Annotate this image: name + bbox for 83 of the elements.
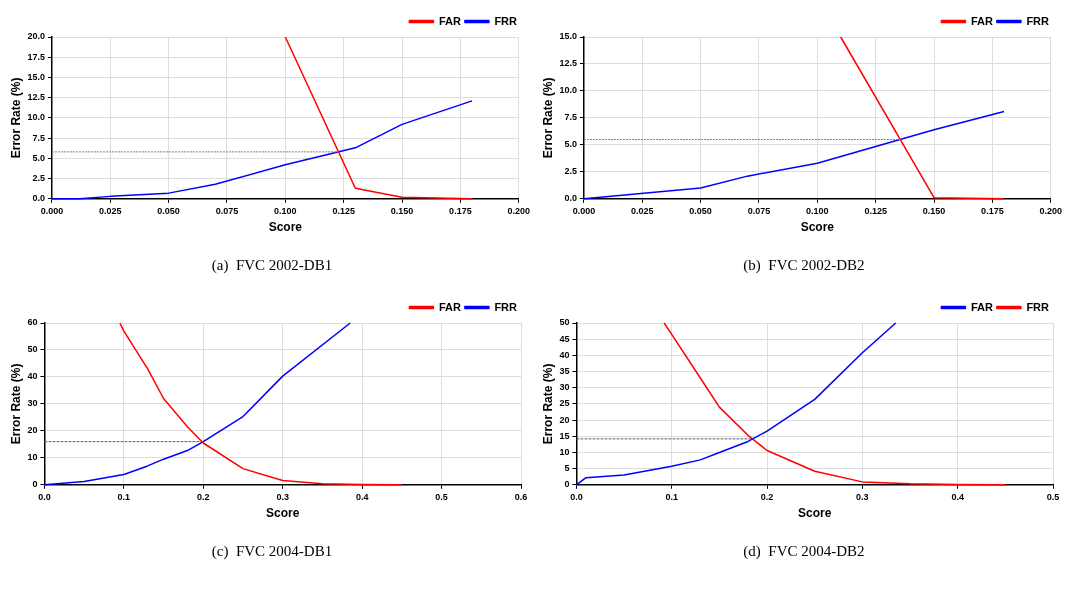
legend-label: FAR [970,14,993,27]
x-tick-label: 0.1 [665,491,678,502]
x-tick-label: 0.075 [215,205,239,216]
x-tick-label: 0.5 [1046,491,1060,502]
y-tick-label: 20 [559,414,570,425]
x-tick-label: 0.000 [572,205,596,216]
y-tick-label: 10 [27,452,38,463]
x-tick-label: 0.050 [157,205,180,216]
x-tick-label: 0.175 [981,205,1004,216]
y-tick-label: 30 [27,398,38,409]
y-tick-label: 15.0 [559,31,577,42]
x-tick-label: 0.6 [514,491,528,502]
y-tick-label: 7.5 [32,132,45,143]
y-tick-label: 35 [559,366,570,377]
y-axis-title: Error Rate (%) [540,77,555,159]
y-tick-label: 10 [559,446,570,457]
x-tick-label: 0.125 [864,205,887,216]
y-tick-label: 0.0 [32,193,45,204]
y-tick-label: 50 [27,344,38,355]
y-axis-title: Error Rate (%) [8,77,23,159]
x-axis-title: Score [266,506,300,521]
legend-label: FAR [438,300,461,313]
x-tick-label: 0.200 [507,205,530,216]
y-tick-label: 12.5 [559,58,577,69]
text: (b) FVC 2002-DB2 [742,256,866,274]
legend-label: FRR [1026,14,1050,27]
x-tick-label: 0.150 [390,205,414,216]
x-tick-label: 0.5 [435,491,448,502]
y-tick-label: 5.0 [564,139,577,150]
y-tick-label: 15.0 [27,71,45,82]
y-tick-label: 20.0 [27,31,45,42]
y-tick-label: 2.5 [32,173,45,184]
text: (a) FVC 2002-DB1 [210,256,334,274]
y-tick-label: 2.5 [564,166,577,177]
y-tick-label: 25 [559,398,570,409]
y-axis-title: Error Rate (%) [540,363,555,445]
text: (d) FVC 2004-DB2 [742,542,866,560]
x-tick-label: 0.000 [40,205,64,216]
x-tick-label: 0.175 [449,205,472,216]
y-tick-label: 40 [559,349,570,360]
x-tick-label: 0.100 [806,205,829,216]
x-axis-title: Score [798,506,832,521]
x-axis-title: Score [268,220,303,235]
x-axis-title: Score [800,220,835,235]
y-tick-label: 0 [32,479,38,490]
y-tick-label: 30 [559,382,570,393]
x-tick-label: 0.125 [332,205,355,216]
x-tick-label: 0.2 [760,491,774,502]
legend-label: FRR [494,14,518,27]
y-tick-label: 7.5 [564,112,577,123]
y-tick-label: 60 [27,317,38,328]
y-tick-label: 0 [564,479,570,490]
x-tick-label: 0.2 [197,491,210,502]
x-tick-label: 0.3 [856,491,869,502]
x-tick-label: 0.025 [99,205,122,216]
y-tick-label: 5.0 [32,152,45,163]
y-tick-label: 20 [27,425,38,436]
y-tick-label: 0.0 [564,193,577,204]
text: (c) FVC 2004-DB1 [210,542,334,560]
x-tick-label: 0.150 [922,205,946,216]
y-tick-label: 10.0 [559,85,577,96]
y-tick-label: 17.5 [27,51,45,62]
x-tick-label: 0.025 [631,205,654,216]
y-tick-label: 50 [559,317,570,328]
x-tick-label: 0.4 [355,491,369,502]
x-tick-label: 0.200 [1039,205,1062,216]
y-tick-label: 45 [559,333,570,344]
x-tick-label: 0.100 [274,205,297,216]
legend-label: FAR [970,300,993,313]
y-tick-label: 10.0 [27,112,45,123]
legend-label: FRR [1026,300,1050,313]
y-tick-label: 5 [564,463,570,474]
x-tick-label: 0.4 [951,491,964,502]
y-tick-label: 15 [559,430,570,441]
x-tick-label: 0.075 [747,205,771,216]
x-tick-label: 0.050 [689,205,712,216]
x-tick-label: 0.3 [276,491,289,502]
y-tick-label: 12.5 [27,92,45,103]
legend-label: FAR [438,14,461,27]
y-axis-title: Error Rate (%) [8,363,23,445]
y-tick-label: 40 [27,371,38,382]
x-tick-label: 0.1 [117,491,131,502]
legend-label: FRR [494,300,518,313]
